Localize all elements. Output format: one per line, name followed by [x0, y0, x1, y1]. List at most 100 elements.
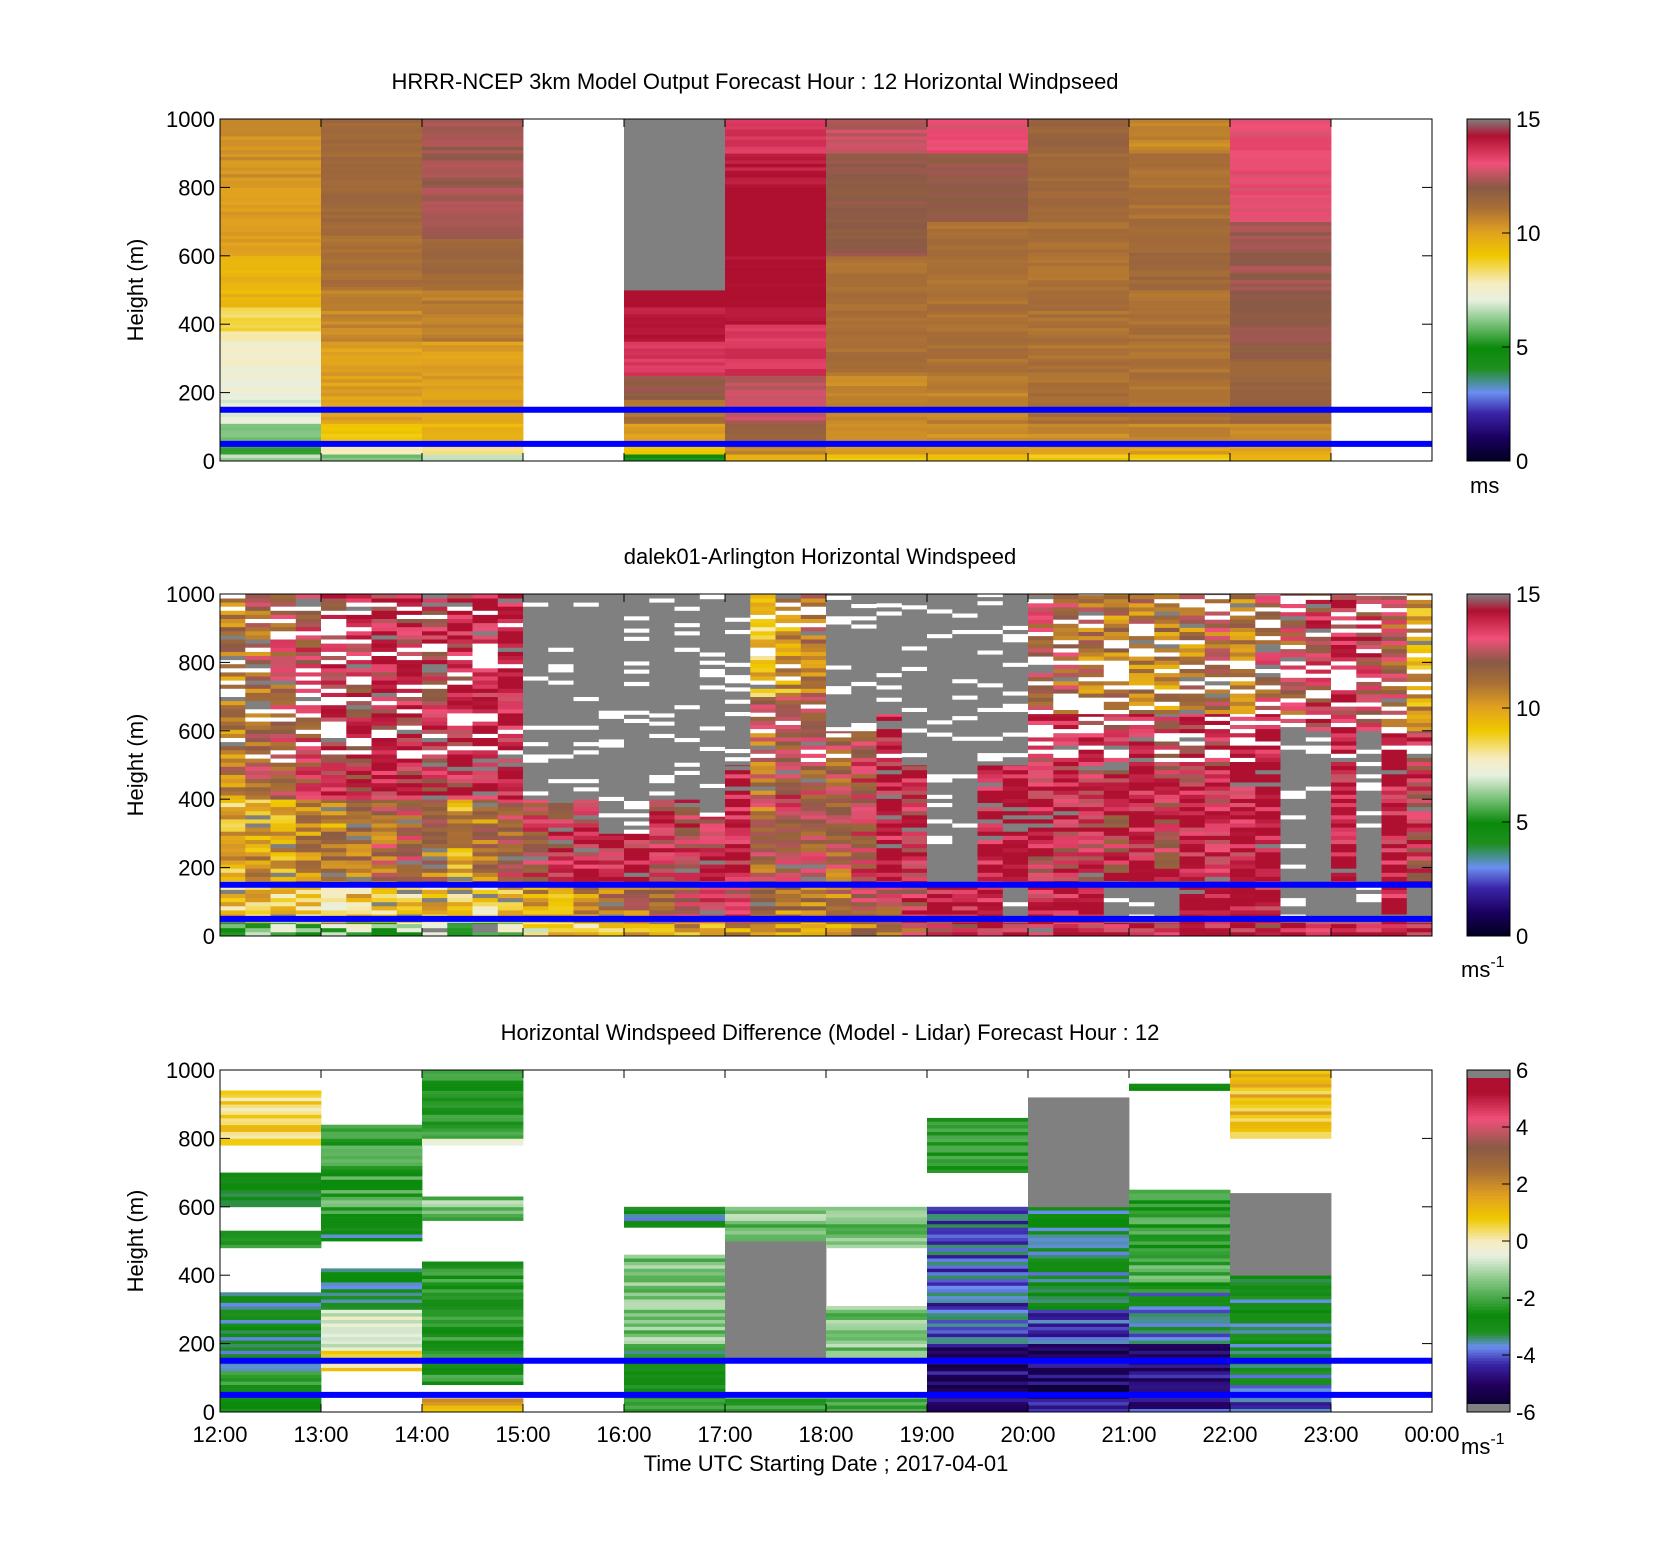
heatmap-cell: [321, 457, 423, 462]
heatmap-cell: [548, 872, 574, 877]
heatmap-cell: [573, 806, 600, 812]
heatmap-cell: [927, 756, 953, 762]
heatmap-cell: [1103, 680, 1130, 686]
heatmap-cell: [245, 868, 271, 873]
heatmap-cell: [624, 747, 650, 752]
heatmap-cell: [220, 122, 322, 127]
heatmap-cell: [775, 598, 802, 603]
heatmap-cell: [649, 802, 675, 808]
heatmap-cell: [1154, 732, 1180, 738]
heatmap-cell: [1280, 594, 1307, 596]
heatmap-cell: [1280, 753, 1307, 758]
heatmap-cell: [1002, 596, 1029, 602]
heatmap-cell: [1129, 221, 1231, 226]
heatmap-cell: [624, 620, 650, 625]
heatmap-cell: [1255, 827, 1281, 832]
heatmap-cell: [649, 680, 675, 685]
heatmap-cell: [422, 122, 524, 127]
heatmap-cell: [1230, 761, 1256, 767]
heatmap-cell: [674, 606, 701, 611]
heatmap-cell: [220, 655, 246, 661]
heatmap-cell: [523, 717, 549, 722]
heatmap-cell: [826, 139, 928, 144]
heatmap-cell: [927, 142, 1029, 147]
heatmap-cell: [901, 794, 928, 799]
heatmap-cell: [674, 762, 701, 767]
heatmap-cell: [295, 795, 322, 800]
heatmap-cell: [624, 922, 650, 925]
heatmap-cell: [927, 703, 953, 708]
heatmap-cell: [927, 625, 953, 630]
heatmap-cell: [725, 187, 827, 192]
heatmap-cell: [851, 927, 877, 933]
heatmap-cell: [220, 204, 322, 209]
heatmap-cell: [699, 709, 726, 715]
heatmap-cell: [1331, 782, 1357, 787]
heatmap-cell: [548, 622, 574, 628]
heatmap-cell: [220, 692, 246, 697]
heatmap-cell: [396, 897, 423, 903]
heatmap-cell: [800, 618, 827, 624]
heatmap-cell: [295, 647, 322, 652]
heatmap-cell: [346, 741, 372, 747]
heatmap-cell: [245, 741, 271, 747]
heatmap-cell: [472, 872, 499, 877]
heatmap-cell: [674, 626, 701, 632]
heatmap-cell: [977, 922, 1004, 925]
heatmap-cell: [927, 160, 1029, 164]
heatmap-cell: [245, 831, 271, 836]
heatmap-cell: [422, 129, 524, 134]
heatmap-cell: [1103, 922, 1130, 925]
heatmap-cell: [396, 931, 423, 937]
heatmap-cell: [371, 923, 398, 929]
heatmap-cell: [725, 153, 827, 157]
heatmap-cell: [624, 603, 650, 609]
heatmap-cell: [1028, 272, 1130, 277]
heatmap-cell: [472, 741, 499, 747]
heatmap-cell: [472, 672, 499, 677]
heatmap-cell: [472, 721, 499, 726]
heatmap-cell: [321, 762, 347, 767]
heatmap-cell: [851, 665, 877, 670]
heatmap-cell: [624, 259, 726, 263]
heatmap-cell: [321, 635, 347, 640]
heatmap-cell: [977, 778, 1004, 783]
heatmap-cell: [346, 598, 372, 603]
heatmap-cell: [977, 604, 1004, 610]
heatmap-cell: [523, 758, 549, 763]
heatmap-cell: [901, 851, 928, 857]
heatmap-cell: [876, 765, 903, 771]
heatmap-cell: [220, 708, 246, 714]
heatmap-cell: [1356, 673, 1382, 678]
heatmap-cell: [674, 713, 701, 718]
heatmap-cell: [1255, 615, 1281, 620]
heatmap-cell: [977, 765, 1004, 767]
heatmap-cell: [573, 630, 600, 636]
heatmap-cell: [851, 860, 877, 865]
heatmap-cell: [624, 615, 650, 621]
heatmap-cell: [649, 602, 675, 607]
heatmap-cell: [952, 711, 978, 717]
heatmap-cell: [901, 769, 928, 775]
heatmap-cell: [952, 843, 978, 849]
heatmap-cell: [573, 626, 600, 632]
heatmap-cell: [1078, 741, 1105, 746]
heatmap-cell: [422, 204, 524, 209]
heatmap-cell: [800, 728, 827, 734]
heatmap-cell: [1331, 761, 1357, 767]
heatmap-cell: [447, 847, 473, 853]
heatmap-cell: [1280, 652, 1307, 658]
heatmap-cell: [346, 835, 372, 840]
heatmap-cell: [1179, 685, 1206, 690]
heatmap-cell: [220, 163, 322, 168]
heatmap-cell: [371, 692, 398, 697]
heatmap-cell: [472, 814, 499, 820]
heatmap-cell: [447, 733, 473, 738]
heatmap-cell: [270, 643, 297, 648]
heatmap-cell: [1078, 737, 1105, 742]
heatmap-cell: [977, 695, 1004, 700]
heatmap-cell: [1028, 170, 1130, 175]
heatmap-cell: [422, 643, 448, 648]
heatmap-cell: [674, 647, 701, 652]
heatmap-cell: [346, 700, 372, 706]
